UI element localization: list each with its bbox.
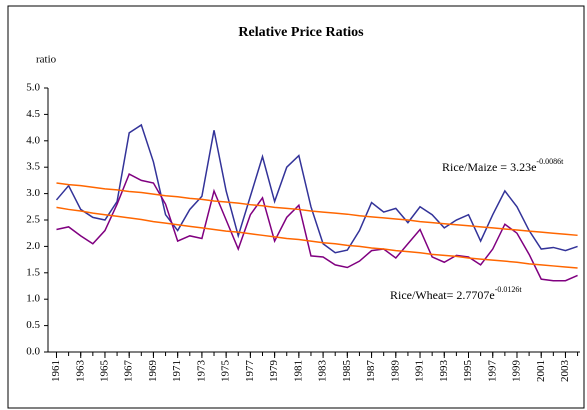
x-tick-label: 1971 — [171, 360, 183, 382]
x-tick-label: 1997 — [486, 360, 498, 383]
x-tick-label: 1969 — [147, 360, 159, 383]
annotation: Rice/Maize = 3.23e-0.0086t — [442, 157, 564, 174]
y-tick-label: 2.0 — [26, 240, 40, 252]
y-tick-label: 0.0 — [26, 346, 40, 358]
y-tick-label: 1.5 — [26, 266, 40, 278]
series-line — [56, 206, 578, 269]
x-tick-label: 2001 — [535, 360, 547, 382]
y-tick-label: 4.0 — [26, 134, 40, 146]
x-tick-label: 1961 — [50, 360, 62, 382]
x-tick-label: 1979 — [268, 360, 280, 383]
x-tick-label: 1975 — [220, 360, 232, 383]
y-tick-label: 5.0 — [26, 82, 40, 94]
annotation-text: Rice/Wheat= 2.7707e — [390, 288, 495, 302]
y-tick-label: 4.5 — [26, 108, 40, 120]
series-line — [55, 123, 578, 254]
x-tick-label: 1985 — [341, 360, 353, 383]
chart-title: Relative Price Ratios — [238, 25, 364, 40]
y-tick-label: 1.0 — [26, 293, 40, 305]
x-tick-label: 1965 — [98, 360, 110, 383]
y-axis-label: ratio — [36, 54, 57, 66]
x-tick-label: 1981 — [292, 360, 304, 382]
y-tick-label: 3.5 — [26, 161, 40, 173]
x-tick-label: 1977 — [244, 360, 256, 383]
x-tick-label: 1983 — [317, 360, 329, 383]
x-tick-label: 1991 — [414, 360, 426, 382]
y-tick-label: 3.0 — [26, 187, 40, 199]
x-tick-label: 1973 — [195, 360, 207, 383]
series-line — [56, 182, 578, 237]
annotation-sup: -0.0086t — [536, 157, 564, 166]
annotation-text: Rice/Maize = 3.23e — [442, 160, 536, 174]
annotation: Rice/Wheat= 2.7707e-0.0126t — [390, 285, 522, 302]
y-tick-label: 0.5 — [26, 319, 40, 331]
x-tick-label: 1995 — [462, 360, 474, 383]
x-tick-label: 1993 — [438, 360, 450, 383]
x-tick-label: 1963 — [74, 360, 86, 383]
y-tick-label: 2.5 — [26, 214, 40, 226]
annotation-sup: -0.0126t — [495, 285, 523, 294]
x-tick-label: 1989 — [389, 360, 401, 383]
x-tick-label: 1987 — [365, 360, 377, 383]
series-line — [56, 173, 578, 282]
chart-frame — [7, 5, 585, 409]
x-tick-label: 1999 — [511, 360, 523, 383]
x-tick-label: 1967 — [123, 360, 135, 383]
x-tick-label: 2003 — [559, 360, 571, 383]
